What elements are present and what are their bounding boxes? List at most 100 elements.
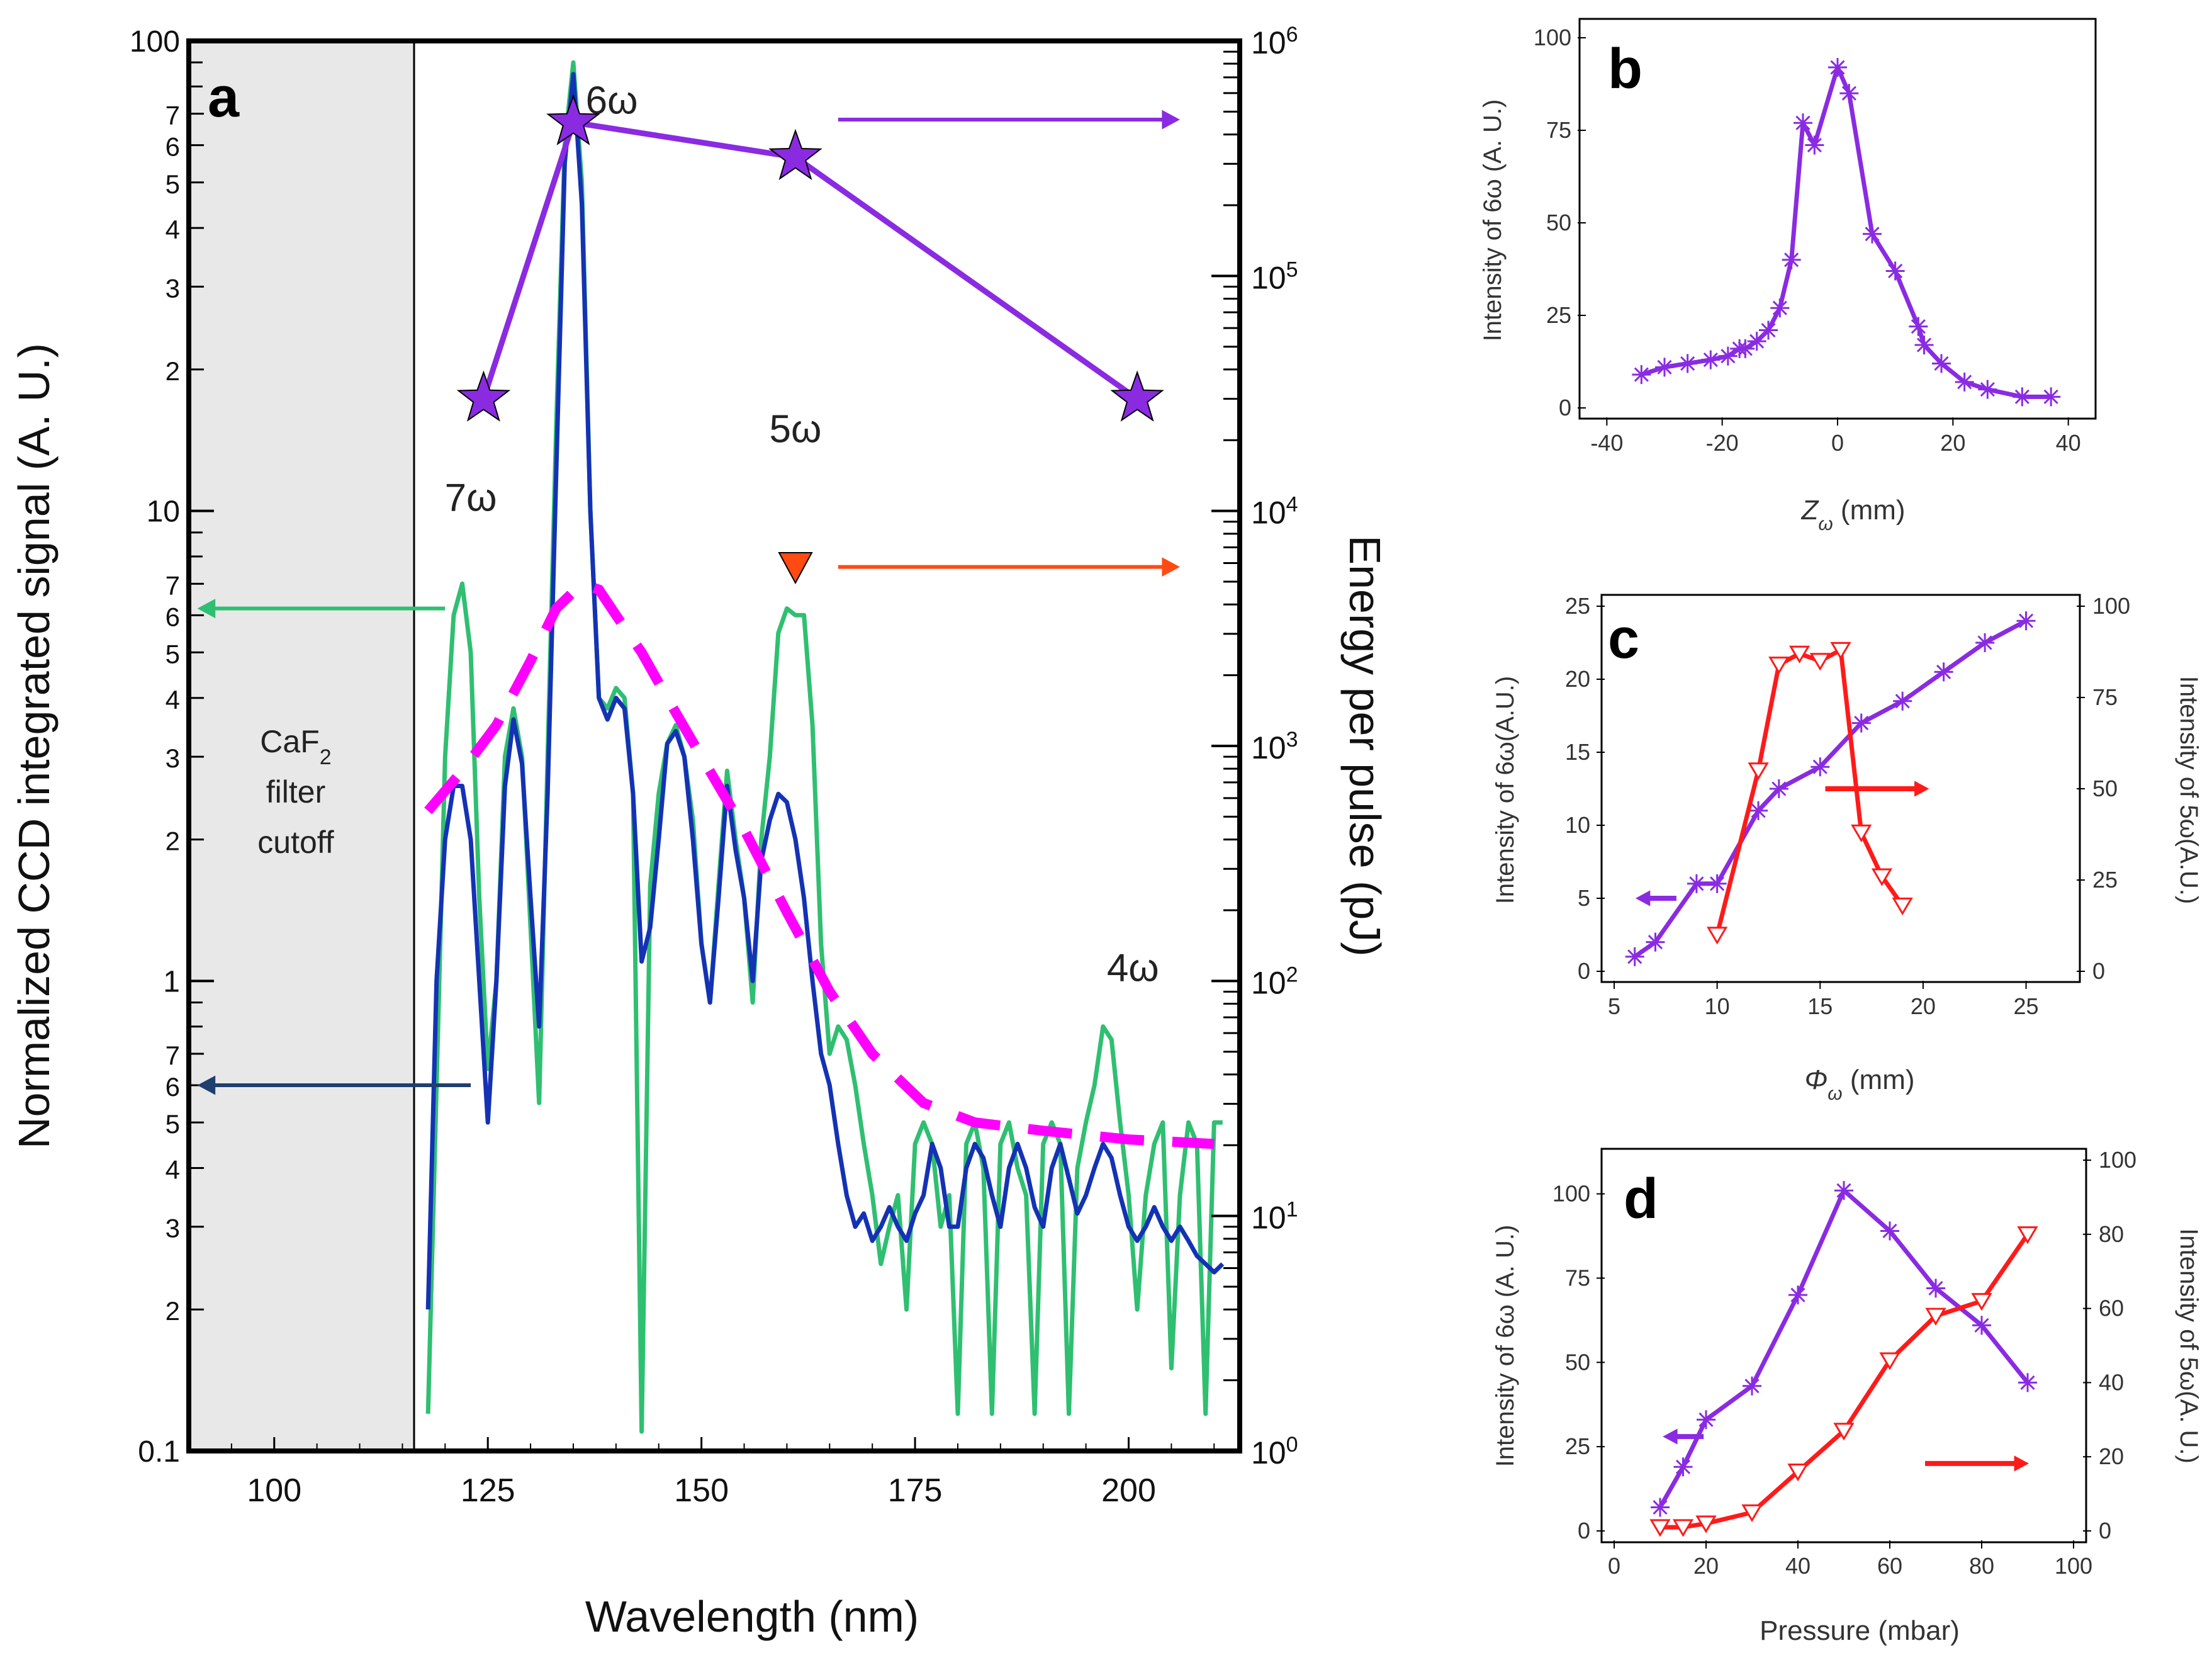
asterisk-marker: [1880, 1221, 1899, 1241]
asterisk-marker: [1673, 1457, 1693, 1477]
y-tick-label: 20: [1565, 666, 1590, 692]
asterisk-marker: [1625, 947, 1644, 966]
y-tick-label: 5: [166, 169, 180, 199]
y-tick-label: 4: [166, 1154, 180, 1184]
asterisk-marker: [1863, 224, 1882, 244]
asterisk-marker: [1805, 135, 1824, 155]
y-tick-label: 25: [1565, 1433, 1590, 1459]
asterisk-marker: [1932, 354, 1951, 373]
y-tick-label: 100: [1552, 1181, 1590, 1207]
y-tick-label: 4: [166, 685, 180, 714]
asterisk-marker: [1972, 1316, 1991, 1335]
asterisk-marker: [1678, 354, 1697, 373]
asterisk-marker: [1655, 358, 1674, 377]
blue-spectrum-line: [425, 72, 1225, 1310]
triangle-marker: [1748, 762, 1769, 781]
y-tick-label: 5: [166, 639, 180, 669]
triangle-marker: [1741, 1504, 1763, 1523]
y-tick-label: 6: [166, 132, 180, 162]
y2-tick-label: 101: [1251, 1198, 1298, 1236]
y2-tick-label: 75: [2092, 684, 2118, 710]
y-tick-label: 6: [166, 602, 180, 631]
asterisk-marker: [1975, 633, 1995, 652]
asterisk-marker: [1759, 320, 1778, 340]
panel-a-axes: 100 125 150 175 2000.12345671234567102345671…: [130, 23, 1298, 1509]
y-tick-label: 50: [1546, 210, 1571, 235]
triangle-marker: [1787, 1464, 1809, 1482]
panel-a-frame: [186, 38, 1242, 1453]
y-tick-label: 15: [1565, 739, 1590, 765]
panel-d-y2label: Intensity of 5ω(A. U.): [2175, 1228, 2203, 1464]
asterisk-marker: [1893, 691, 1912, 711]
asterisk-marker: [1788, 1285, 1807, 1305]
y2-tick-label: 103: [1251, 728, 1298, 765]
asterisk-marker: [2013, 387, 2032, 407]
panel-d-xlabel: Pressure (mbar): [1760, 1615, 1960, 1646]
energy-line: [481, 119, 1139, 402]
harmonic-label: 5ω: [770, 408, 822, 451]
x-tick-label: 0: [1608, 1553, 1620, 1579]
triangle-marker: [1695, 1515, 1717, 1533]
y-tick-label: 100: [1534, 25, 1571, 50]
y-tick-label: 10: [1565, 812, 1590, 838]
triangle-marker: [1672, 1519, 1694, 1537]
series-line: [1658, 1188, 2030, 1509]
panel-b-xlabel: Zω (mm): [1800, 495, 1905, 534]
asterisk-marker: [1955, 372, 1974, 392]
y-tick-label: 1: [163, 965, 180, 998]
panel-d-content: 0 20 40 60 80 100 0 25 50 75 100 0 20 40 60 80 100: [1552, 1147, 2136, 1579]
asterisk-marker: [1934, 662, 1953, 682]
panel-arrow-left: [1663, 1428, 1704, 1445]
filter-label: CaF2 filter cutoff: [257, 724, 334, 860]
y-tick-label: 2: [166, 827, 180, 856]
asterisk-marker: [1707, 874, 1727, 893]
panel-b-content: -40 -20 0 20 40 0 25 50 75 100: [1534, 25, 2081, 456]
panel-arrow-right: [1925, 1455, 2029, 1472]
asterisk-marker: [1743, 1376, 1761, 1396]
asterisk-marker: [1749, 801, 1768, 820]
harmonic-5w-marker: [778, 551, 813, 585]
y-tick-label: 2: [166, 356, 180, 386]
panel-b: -40 -20 0 20 40 0 25 50 75 100 b Zω (mm) Intensit…: [1479, 18, 2097, 534]
y-tick-label: 4: [166, 215, 180, 244]
x-tick-label: 200: [1101, 1472, 1156, 1509]
panel-a-arrow: [838, 557, 1180, 577]
panel-arrow-right: [1825, 781, 1929, 797]
x-tick-label: 20: [1940, 430, 1965, 456]
x-tick-label: 60: [1877, 1553, 1902, 1579]
y2-tick-label: 50: [2092, 776, 2118, 801]
x-tick-label: -20: [1706, 430, 1739, 456]
y2-tick-label: 100: [2099, 1147, 2136, 1173]
asterisk-marker: [1811, 757, 1830, 777]
svg-text:filter: filter: [266, 774, 325, 810]
y2-tick-label: 100: [2092, 593, 2130, 619]
asterisk-marker: [1687, 874, 1706, 893]
panel-c-frame: [1600, 594, 2081, 983]
triangle-marker: [1649, 1519, 1671, 1537]
harmonic-label: 6ω: [586, 79, 638, 123]
asterisk-marker: [1851, 713, 1871, 733]
y-tick-label: 0: [1578, 1518, 1590, 1544]
y-tick-label: 3: [166, 743, 180, 773]
triangle-marker: [1768, 657, 1790, 675]
asterisk-marker: [1914, 336, 1934, 355]
y-tick-label: 7: [166, 570, 180, 600]
x-tick-label: 80: [1969, 1553, 1994, 1579]
asterisk-marker: [1646, 932, 1665, 952]
triangle-marker: [1809, 653, 1831, 671]
triangle-marker: [1871, 868, 1893, 886]
asterisk-marker: [1839, 84, 1859, 103]
panel-d-label: d: [1624, 1168, 1658, 1231]
y-tick-label: 0: [1559, 395, 1571, 420]
y2-tick-label: 102: [1251, 962, 1298, 1000]
panel-c-xlabel: Φω (mm): [1804, 1064, 1914, 1104]
triangle-marker: [1707, 927, 1728, 945]
triangle-marker: [1830, 641, 1851, 660]
asterisk-marker: [1834, 1181, 1853, 1200]
y-tick-label: 3: [166, 273, 180, 303]
filter-region: [189, 41, 414, 1451]
svg-text:CaF2: CaF2: [260, 724, 331, 769]
y-tick-label: 10: [147, 495, 180, 529]
panel-a-label: a: [208, 66, 240, 129]
